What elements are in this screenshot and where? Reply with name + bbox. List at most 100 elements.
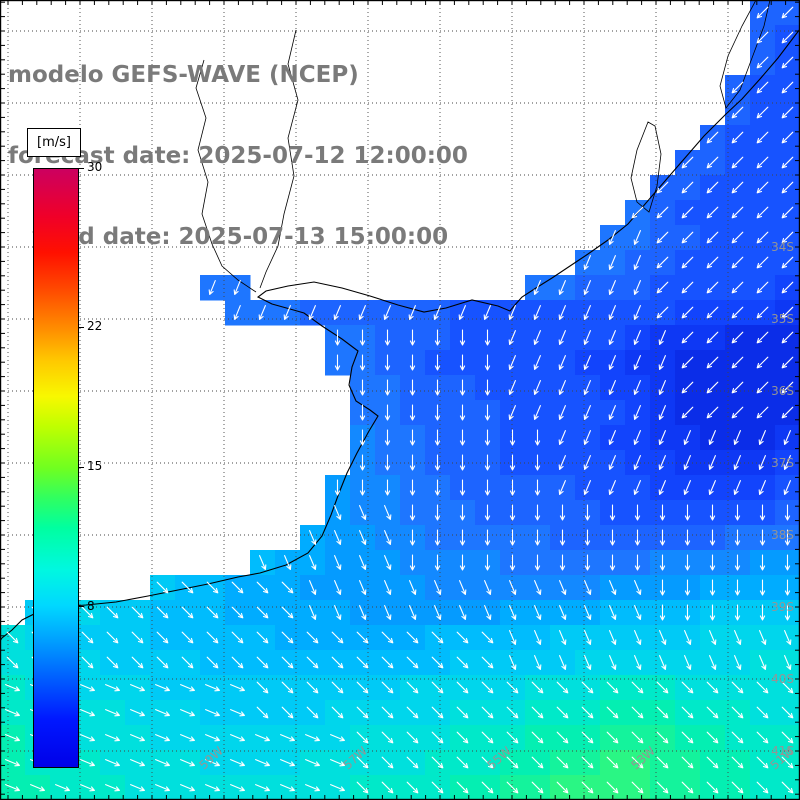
river-path — [195, 59, 257, 293]
wind-arrow — [731, 131, 744, 144]
wind-arrow — [608, 380, 616, 395]
wind-arrow — [534, 655, 542, 670]
wind-arrow — [734, 579, 741, 596]
wind-arrow — [609, 504, 616, 521]
wind-arrow — [484, 605, 492, 620]
wind-arrow — [509, 655, 517, 670]
wind-arrow — [506, 781, 519, 794]
wind-arrow — [356, 706, 369, 719]
wind-arrow — [384, 580, 392, 595]
wind-arrow — [256, 606, 269, 619]
wind-arrow — [330, 784, 345, 792]
wind-arrow — [581, 706, 594, 719]
wind-arrow — [484, 404, 491, 421]
wind-arrow — [484, 429, 491, 446]
wind-arrow — [284, 555, 292, 570]
wind-arrow — [359, 379, 366, 396]
wind-arrow — [784, 655, 792, 670]
wind-arrow — [459, 354, 466, 371]
wind-arrow — [409, 580, 417, 595]
wind-arrow — [280, 734, 295, 742]
lat-label: 34S — [771, 240, 794, 254]
wind-arrow — [356, 681, 369, 694]
wind-arrow — [230, 684, 245, 692]
wind-arrow — [756, 181, 769, 194]
wind-arrow — [105, 759, 120, 767]
wind-arrow — [581, 681, 594, 694]
wind-arrow — [606, 756, 619, 769]
wind-arrow — [330, 734, 345, 742]
wind-arrow — [781, 206, 794, 219]
wind-arrow — [181, 631, 194, 644]
wind-arrow — [706, 706, 719, 719]
wind-arrow — [658, 380, 666, 395]
wind-arrow — [558, 305, 566, 320]
wind-arrow — [609, 605, 617, 620]
wind-arrow — [608, 330, 616, 345]
wind-arrow — [658, 405, 666, 420]
wind-arrow — [156, 656, 169, 669]
wind-arrow — [230, 734, 245, 742]
wind-arrow — [459, 429, 466, 446]
wind-arrow — [631, 781, 644, 794]
wind-arrow — [684, 604, 691, 621]
wind-arrow — [656, 256, 669, 269]
wind-arrow — [306, 681, 319, 694]
wind-arrow — [608, 455, 616, 470]
wind-arrow — [358, 305, 366, 320]
wind-arrow — [656, 181, 669, 194]
wind-arrow — [759, 504, 766, 521]
wind-arrow — [584, 605, 592, 620]
wind-arrow — [30, 784, 45, 792]
wind-arrow — [756, 156, 769, 169]
wind-arrow — [306, 706, 319, 719]
wind-arrow — [81, 656, 94, 669]
wind-arrow — [581, 781, 594, 794]
wind-arrow — [456, 631, 469, 644]
wind-arrow — [558, 280, 566, 295]
wind-arrow — [734, 655, 742, 670]
wind-arrow — [484, 504, 491, 521]
wind-arrow — [759, 604, 766, 621]
wind-arrow — [130, 784, 145, 792]
wind-arrow — [434, 379, 441, 396]
wind-arrow — [758, 430, 766, 445]
wind-arrow — [608, 480, 616, 495]
wind-arrow — [781, 681, 794, 694]
wind-arrow — [631, 731, 644, 744]
wind-arrow — [206, 631, 219, 644]
wind-arrow — [434, 479, 441, 496]
wind-arrow — [756, 756, 769, 769]
wind-arrow — [784, 504, 791, 521]
wind-arrow — [409, 454, 416, 471]
wind-arrow — [484, 554, 491, 571]
wind-arrow — [506, 731, 519, 744]
wind-arrow — [709, 655, 717, 670]
wind-arrow — [784, 554, 791, 571]
wind-arrow — [781, 81, 794, 94]
wind-arrow — [180, 759, 195, 767]
wind-arrow — [706, 381, 719, 394]
wind-arrow — [706, 181, 719, 194]
wind-arrow — [483, 305, 491, 320]
wind-arrow — [508, 355, 516, 370]
wind-arrow — [706, 256, 719, 269]
wind-arrow — [509, 554, 516, 571]
wind-arrow — [709, 579, 716, 596]
wind-arrow — [584, 630, 592, 645]
wind-arrow — [558, 480, 566, 495]
wind-arrow — [559, 630, 567, 645]
wind-arrow — [334, 329, 341, 346]
wind-arrow — [734, 554, 741, 571]
wind-arrow — [381, 681, 394, 694]
wind-arrow — [559, 580, 567, 595]
wind-arrow — [756, 106, 769, 119]
wind-arrow — [205, 709, 220, 717]
wind-arrow — [509, 504, 516, 521]
wind-arrow — [481, 681, 494, 694]
wind-arrow — [681, 781, 694, 794]
wind-arrow — [784, 630, 792, 645]
wind-arrow — [356, 631, 369, 644]
wind-arrow — [781, 281, 794, 294]
